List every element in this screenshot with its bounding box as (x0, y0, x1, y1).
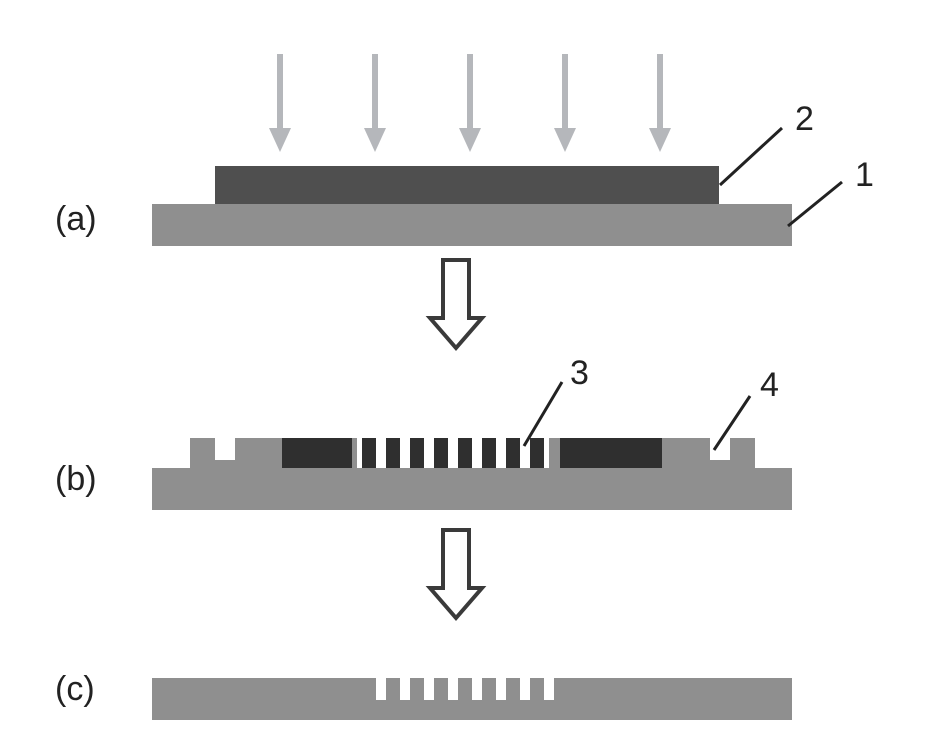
panel-b-pillar-well (357, 438, 549, 468)
panel-c-groove (400, 678, 410, 700)
panel-c-groove (544, 678, 554, 700)
canvas-bg (0, 0, 927, 742)
panel-b-pillar (410, 438, 424, 468)
panel-b-pillar (482, 438, 496, 468)
callout-label-3: 3 (570, 354, 589, 392)
panel-c-groove (448, 678, 458, 700)
panel-b-pillar (458, 438, 472, 468)
panel-c-groove (496, 678, 506, 700)
callout-label-1: 1 (855, 156, 874, 194)
panel-c-groove (520, 678, 530, 700)
panel-b-side-notch (215, 438, 235, 460)
panel-a-top-layer (215, 166, 719, 204)
incident-arrow-shaft (372, 54, 378, 128)
panel-label-b: (b) (55, 460, 97, 498)
panel-b-pillar (434, 438, 448, 468)
panel-b-pillar (362, 438, 376, 468)
panel-b-substrate (152, 468, 792, 510)
panel-c-groove (424, 678, 434, 700)
panel-c-groove (472, 678, 482, 700)
incident-arrow-shaft (467, 54, 473, 128)
panel-b-dark-block (282, 438, 352, 468)
incident-arrow-shaft (277, 54, 283, 128)
panel-label-a: (a) (55, 200, 97, 238)
callout-label-4: 4 (760, 366, 779, 404)
panel-label-c: (c) (55, 670, 95, 708)
panel-b-dark-block (560, 438, 662, 468)
callout-label-2: 2 (795, 100, 814, 138)
panel-b-pillar (530, 438, 544, 468)
incident-arrow-shaft (657, 54, 663, 128)
panel-b-pillar (506, 438, 520, 468)
panel-a-substrate (152, 204, 792, 246)
panel-b-pillar (386, 438, 400, 468)
incident-arrow-shaft (562, 54, 568, 128)
panel-c-groove (376, 678, 386, 700)
